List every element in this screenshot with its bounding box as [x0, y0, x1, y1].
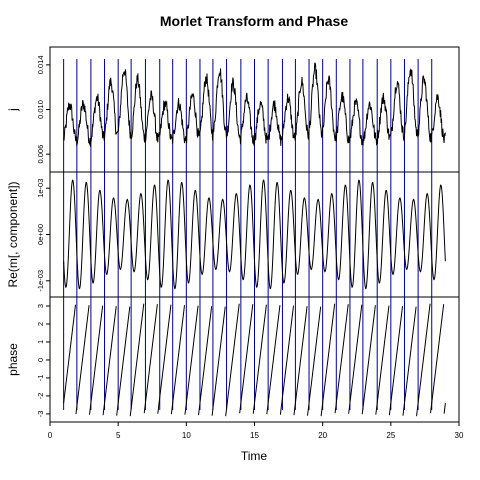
y-axis-label: phase: [6, 343, 20, 376]
x-tick-label: 5: [116, 431, 121, 440]
x-axis-label: Time: [241, 449, 268, 463]
chart-title: Morlet Transform and Phase: [160, 13, 348, 29]
marker-lines: [63, 297, 433, 410]
y-tick-label: 0: [36, 358, 45, 362]
y-tick-label: 1e-03: [36, 179, 45, 198]
plot-panels: 0.006 0.010 0.014 j -1e-03 0e+00 1e-03 Re(m[, c…: [6, 46, 460, 423]
x-axis: 0 5 10 15 20 25 30: [48, 422, 464, 440]
y-tick-label: -1: [36, 375, 45, 382]
panel-1: 0.006 0.010 0.014 j: [6, 46, 460, 173]
x-tick-label: 10: [182, 431, 191, 440]
y-tick-label: 0.014: [36, 55, 45, 74]
x-tick-label: 15: [250, 431, 259, 440]
y-tick-label: 1: [36, 340, 45, 344]
y-tick-label: 2: [36, 322, 45, 326]
y-tick-label: 0e+00: [36, 224, 45, 245]
x-tick-label: 20: [318, 431, 327, 440]
y-tick-label: 3: [36, 304, 45, 308]
y-tick-label: 0.006: [36, 145, 45, 164]
y-tick-label: -1e-03: [36, 270, 45, 292]
panel-3: -3 -2 -1 0 1 2 3 phase: [6, 296, 460, 423]
x-tick-label: 30: [455, 431, 464, 440]
y-axis-label: Re(m[, component]): [6, 181, 20, 287]
y-tick-label: -3: [36, 411, 45, 418]
x-tick-label: 0: [48, 431, 53, 440]
marker-lines: [63, 172, 433, 297]
series-line: [63, 62, 446, 147]
panel-2: -1e-03 0e+00 1e-03 Re(m[, component]): [6, 171, 460, 298]
marker-lines: [63, 59, 433, 172]
y-tick-label: -2: [36, 393, 45, 400]
series-line: [63, 179, 446, 290]
series-line: [63, 303, 446, 417]
x-tick-label: 25: [386, 431, 395, 440]
y-tick-label: 0.010: [36, 100, 45, 119]
y-axis-label: j: [6, 108, 20, 112]
